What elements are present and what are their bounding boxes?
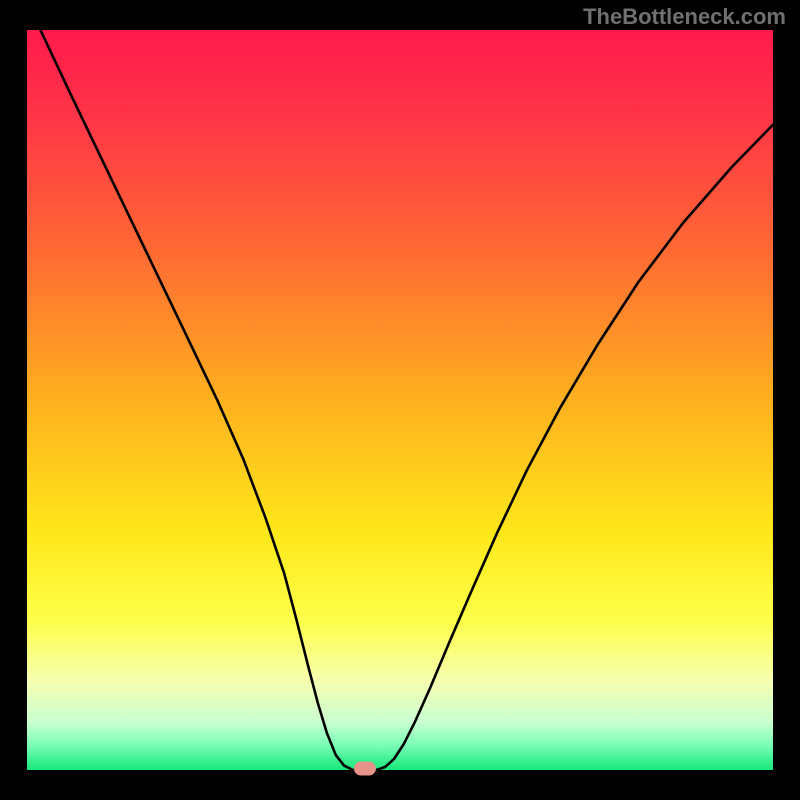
gradient-plot-area — [27, 30, 773, 770]
chart-container: TheBottleneck.com — [0, 0, 800, 800]
optimal-point-marker — [354, 762, 376, 776]
bottleneck-chart — [0, 0, 800, 800]
